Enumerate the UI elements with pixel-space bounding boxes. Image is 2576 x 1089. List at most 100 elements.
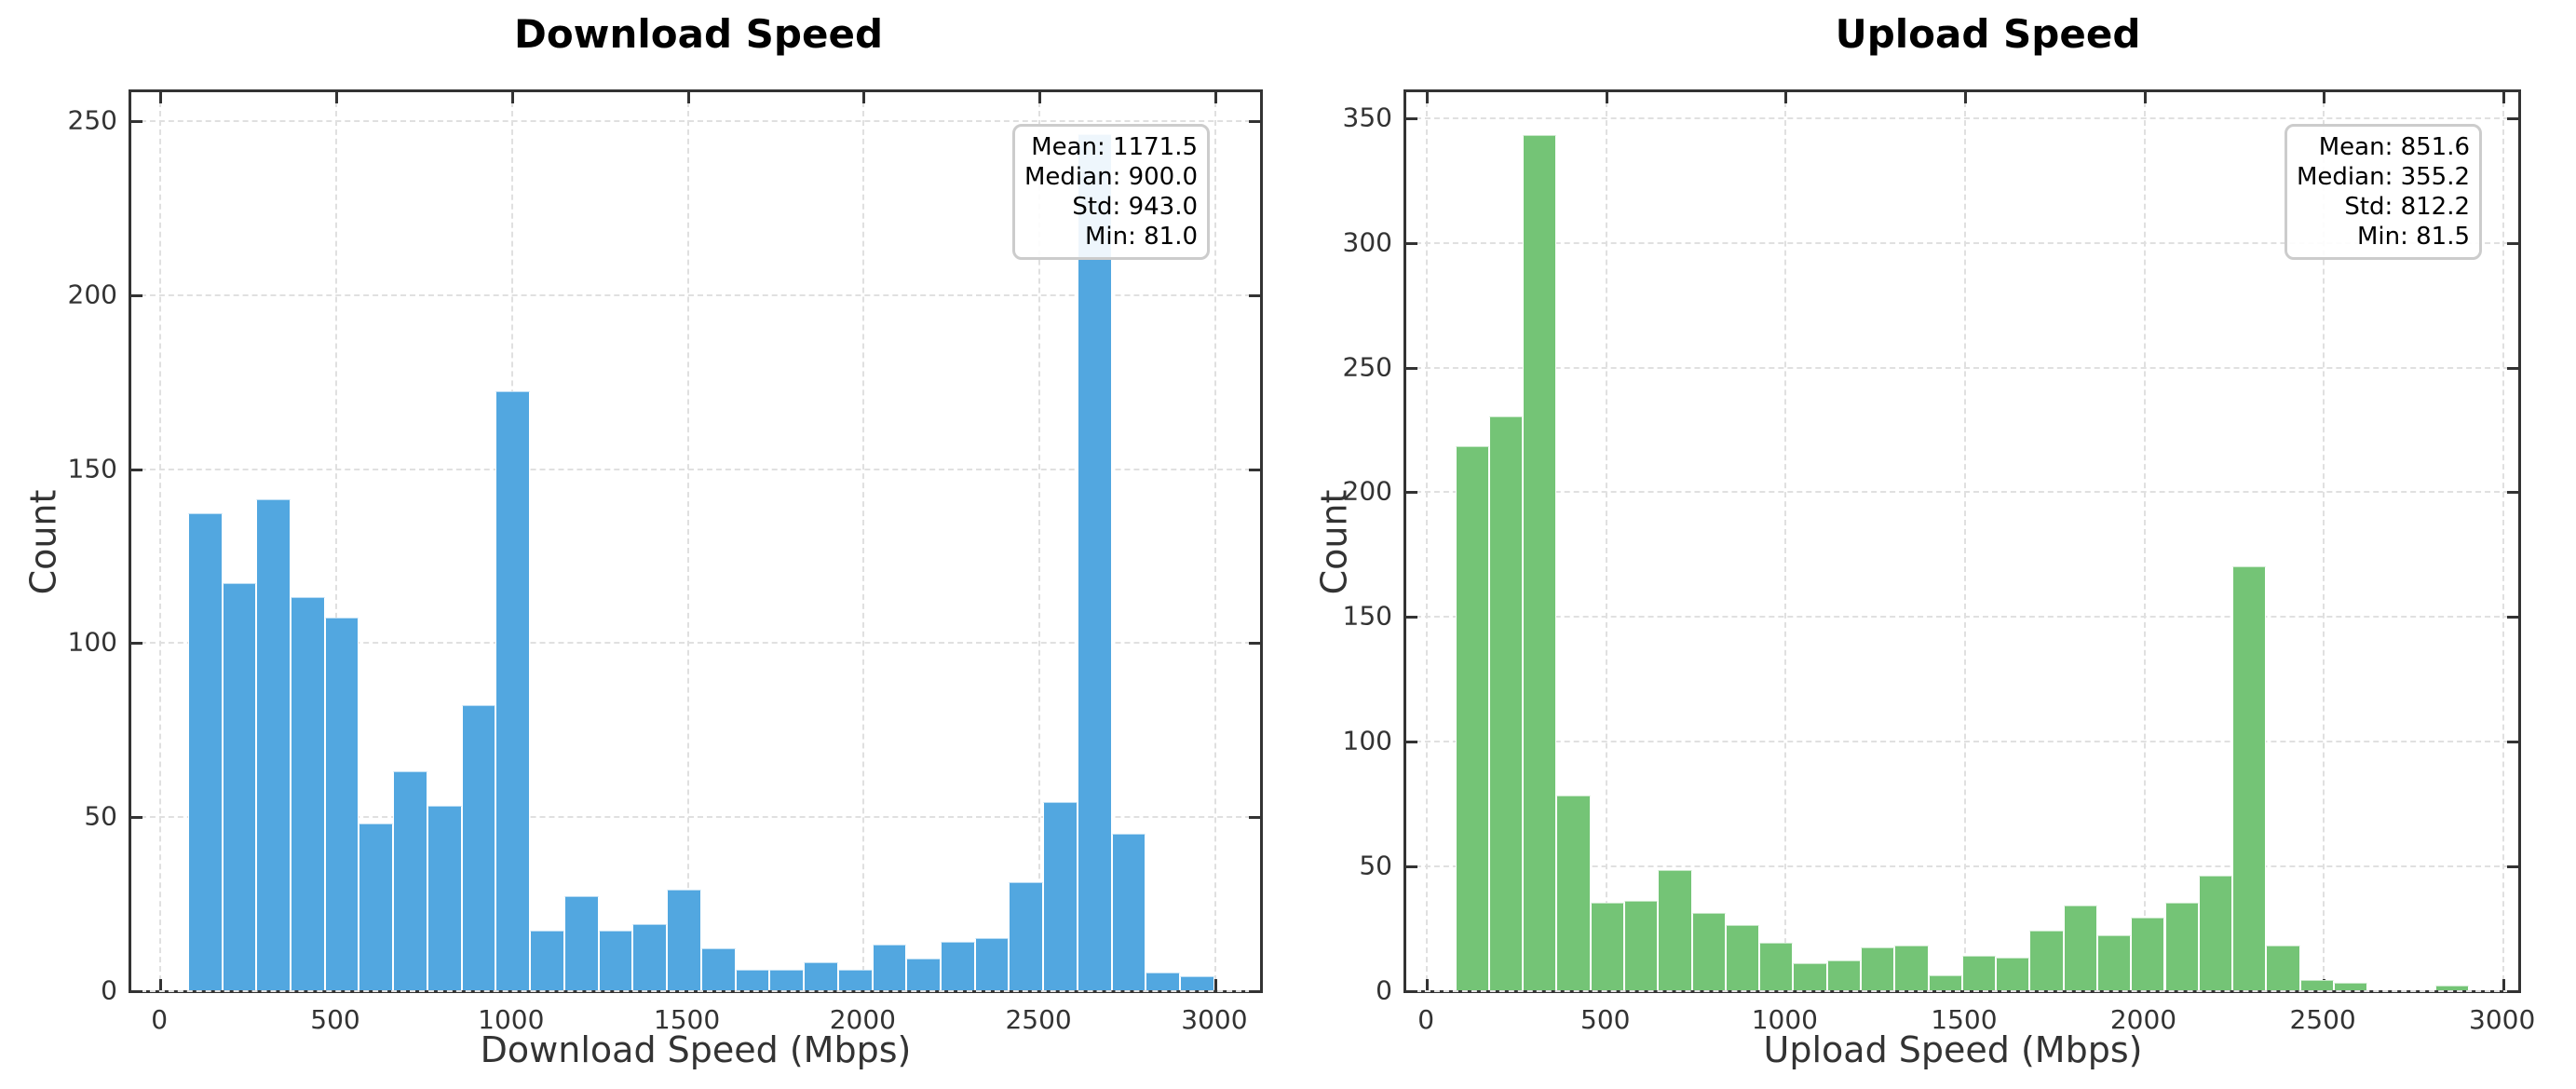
download-stat-std: Std: 943.0 <box>1072 193 1199 221</box>
grid-line-h <box>131 990 1260 992</box>
y-tick <box>1249 642 1260 646</box>
histogram-bar <box>2164 903 2199 990</box>
x-tick-label: 2000 <box>2109 1004 2177 1035</box>
grid-line-h <box>131 119 1260 122</box>
x-tick-label: 1500 <box>653 1004 721 1035</box>
upload-stat-min: Min: 81.5 <box>2356 223 2471 251</box>
y-tick <box>2507 865 2518 869</box>
histogram-bar <box>461 704 496 990</box>
histogram-bar <box>700 948 736 990</box>
y-tick <box>1249 468 1260 471</box>
histogram-bar <box>1658 870 1692 990</box>
histogram-bar <box>735 969 770 990</box>
histogram-bar <box>1009 882 1044 990</box>
y-tick <box>131 293 142 297</box>
y-tick <box>2507 241 2518 245</box>
histogram-bar <box>530 931 564 990</box>
download-stat-min: Min: 81.0 <box>1084 223 1199 251</box>
x-tick-label: 3000 <box>1181 1004 1248 1035</box>
y-tick <box>131 119 142 123</box>
x-tick <box>1038 92 1042 103</box>
histogram-bar <box>1111 833 1146 990</box>
y-tick-label: 200 <box>1342 475 1392 507</box>
y-tick <box>1406 116 1417 120</box>
histogram-bar <box>222 582 257 990</box>
x-tick <box>159 92 163 103</box>
histogram-bar <box>837 969 873 990</box>
histogram-bar <box>187 513 223 990</box>
histogram-bar <box>1488 416 1524 990</box>
histogram-bar <box>1860 947 1895 990</box>
y-tick <box>2507 741 2518 744</box>
x-tick-label: 1500 <box>1931 1004 1998 1035</box>
grid-line-h <box>1406 865 2518 868</box>
download-chart-title: Download Speed <box>513 11 884 57</box>
x-tick-label: 500 <box>310 1004 360 1035</box>
x-tick-label: 0 <box>1417 1004 1435 1035</box>
histogram-bar <box>2266 945 2300 990</box>
histogram-bar <box>2063 905 2097 990</box>
histogram-bar <box>2096 935 2132 990</box>
histogram-bar <box>1691 913 1726 990</box>
x-tick-label: 0 <box>151 1004 169 1035</box>
grid-line-v <box>1213 92 1216 990</box>
grid-line-v <box>862 92 865 990</box>
y-tick-label: 50 <box>84 800 117 832</box>
download-stats-box: Mean: 1171.5 Median: 900.0 Std: 943.0 Mi… <box>1012 124 1211 260</box>
y-tick <box>131 642 142 646</box>
histogram-bar <box>1590 903 1624 990</box>
y-tick <box>1249 119 1260 123</box>
grid-line-v <box>1784 92 1787 990</box>
grid-line-v <box>1426 92 1429 990</box>
upload-x-axis-label: Upload Speed (Mbps) <box>1763 1029 2143 1070</box>
grid-line-v <box>159 92 162 990</box>
y-tick-label: 0 <box>101 974 117 1006</box>
grid-line-v <box>1038 92 1041 990</box>
grid-line-h <box>131 816 1260 819</box>
x-tick <box>510 92 514 103</box>
grid-line-h <box>131 642 1260 645</box>
upload-stat-mean: Mean: 851.6 <box>2318 133 2471 161</box>
histogram-bar <box>974 937 1010 990</box>
x-tick <box>1605 92 1608 103</box>
histogram-bar <box>1623 900 1659 990</box>
histogram-bar <box>2198 875 2233 990</box>
y-tick <box>1406 366 1417 370</box>
x-tick <box>2501 979 2505 990</box>
histogram-bar <box>1077 133 1112 990</box>
y-tick <box>131 468 142 471</box>
grid-line-v <box>1963 92 1966 990</box>
histogram-bar <box>769 969 805 990</box>
histogram-bar <box>393 770 427 990</box>
download-x-axis-label: Download Speed (Mbps) <box>480 1029 912 1070</box>
x-tick <box>1213 92 1217 103</box>
grid-line-h <box>1406 366 2518 369</box>
grid-line-h <box>1406 116 2518 119</box>
grid-line-h <box>1406 241 2518 244</box>
y-tick <box>1406 741 1417 744</box>
upload-stat-std: Std: 812.2 <box>2344 193 2471 221</box>
histogram-bar <box>1894 945 1929 990</box>
histogram-bar <box>359 823 394 990</box>
y-tick <box>1406 616 1417 619</box>
download-y-axis-label: Count <box>22 489 64 595</box>
y-tick-label: 300 <box>1342 226 1392 258</box>
y-tick-label: 0 <box>1376 974 1392 1006</box>
x-tick <box>159 979 163 990</box>
x-tick <box>334 92 338 103</box>
histogram-bar <box>1928 974 1962 990</box>
y-tick-label: 250 <box>1342 351 1392 383</box>
histogram-bar <box>495 391 531 990</box>
histogram-bar <box>1725 925 1760 990</box>
y-tick <box>2507 616 2518 619</box>
download-stat-mean: Mean: 1171.5 <box>1031 133 1199 161</box>
x-tick-label: 3000 <box>2469 1004 2536 1035</box>
histogram-bar <box>1996 958 2030 990</box>
grid-line-v <box>2323 92 2325 990</box>
x-tick <box>1426 92 1430 103</box>
x-tick-label: 1000 <box>478 1004 545 1035</box>
y-tick <box>1249 293 1260 297</box>
x-tick-label: 2500 <box>2289 1004 2356 1035</box>
grid-line-h <box>1406 741 2518 743</box>
y-tick-label: 200 <box>67 279 117 310</box>
